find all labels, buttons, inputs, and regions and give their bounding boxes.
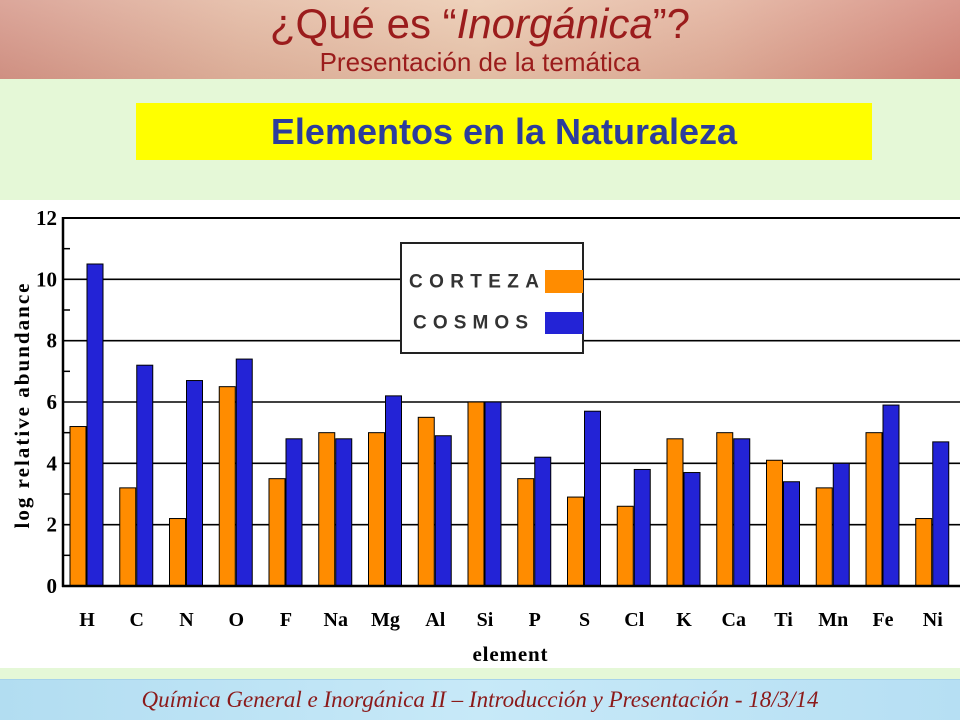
x-tick-label-si: Si bbox=[477, 609, 494, 631]
bar-k-cosmos bbox=[683, 472, 701, 587]
y-axis-title: log relative abundance bbox=[10, 284, 34, 529]
x-tick-label-ca: Ca bbox=[722, 609, 746, 631]
x-tick-label-s: S bbox=[579, 609, 590, 631]
bar-fe-corteza bbox=[865, 432, 883, 587]
bar-f-corteza bbox=[268, 478, 286, 587]
x-axis-title: element bbox=[473, 642, 548, 666]
x-tick-label-na: Na bbox=[324, 609, 348, 631]
y-tick-label: 12 bbox=[36, 206, 57, 230]
bar-na-cosmos bbox=[335, 438, 353, 587]
bar-mg-cosmos bbox=[385, 395, 402, 587]
legend-box bbox=[400, 242, 584, 354]
x-tick-label-n: N bbox=[179, 609, 194, 631]
bar-f-cosmos bbox=[285, 438, 303, 587]
bar-al-cosmos bbox=[434, 435, 452, 587]
y-tick-label: 8 bbox=[47, 329, 58, 353]
legend: CORTEZA COSMOS bbox=[400, 242, 584, 354]
legend-swatch-corteza bbox=[545, 270, 583, 293]
x-tick-label-o: O bbox=[228, 609, 244, 631]
bar-s-corteza bbox=[567, 496, 584, 587]
bar-cl-corteza bbox=[616, 505, 634, 587]
bar-ca-corteza bbox=[716, 432, 734, 587]
x-tick-labels: H C N O F Na Mg Al Si P S Cl K Ca Ti Mn Fe Ni bbox=[79, 609, 943, 631]
title-prefix: ¿Qué es “ bbox=[269, 0, 457, 47]
slide-title: ¿Qué es “Inorgánica”? bbox=[0, 0, 960, 48]
bar-si-corteza bbox=[467, 401, 485, 587]
x-tick-label-ni: Ni bbox=[923, 609, 943, 631]
y-tick-label: 2 bbox=[47, 513, 58, 537]
x-tick-label-h: H bbox=[79, 609, 95, 631]
bar-si-cosmos bbox=[484, 401, 502, 587]
bars bbox=[69, 263, 950, 587]
bar-ni-cosmos bbox=[932, 441, 950, 587]
y-tick-label: 0 bbox=[47, 574, 58, 598]
bar-cl-cosmos bbox=[633, 468, 651, 587]
x-tick-label-p: P bbox=[529, 609, 541, 631]
bar-ti-cosmos bbox=[783, 481, 800, 587]
bar-k-corteza bbox=[666, 438, 684, 587]
bar-c-cosmos bbox=[136, 364, 154, 587]
slide-subtitle: Presentación de la temática bbox=[319, 47, 641, 77]
bar-ti-corteza bbox=[766, 459, 783, 587]
bar-ni-corteza bbox=[915, 518, 933, 587]
bar-na-corteza bbox=[318, 432, 336, 587]
x-tick-label-mn: Mn bbox=[818, 609, 848, 631]
bar-o-corteza bbox=[218, 386, 236, 587]
bar-p-corteza bbox=[517, 478, 535, 587]
abundance-bar-chart: 0 2 4 6 8 10 12 H C N O F Na Mg Al Si P S Cl K Ca Ti Mn Fe Ni l… bbox=[0, 200, 960, 668]
title-header: ¿Qué es “Inorgánica”? Presentación de la… bbox=[0, 0, 960, 79]
bar-ca-cosmos bbox=[733, 438, 751, 587]
bar-mg-corteza bbox=[368, 432, 385, 587]
bar-s-cosmos bbox=[584, 410, 601, 587]
x-tick-label-cl: Cl bbox=[624, 609, 644, 631]
x-tick-label-c: C bbox=[130, 609, 144, 631]
bar-n-corteza bbox=[169, 518, 186, 587]
y-tick-labels: 0 2 4 6 8 10 12 bbox=[36, 206, 58, 598]
bar-h-cosmos bbox=[86, 263, 104, 587]
x-tick-label-f: F bbox=[280, 609, 292, 631]
x-tick-label-fe: Fe bbox=[872, 609, 893, 631]
x-tick-label-k: K bbox=[676, 609, 692, 631]
footer-text: Química General e Inorgánica II – Introd… bbox=[141, 687, 819, 712]
bar-al-corteza bbox=[417, 416, 435, 587]
bar-p-cosmos bbox=[534, 456, 552, 587]
x-tick-label-al: Al bbox=[425, 609, 445, 631]
x-tick-label-mg: Mg bbox=[371, 609, 400, 631]
bar-fe-cosmos bbox=[882, 404, 900, 587]
legend-swatch-cosmos bbox=[545, 312, 583, 334]
title-emphasis: Inorgánica bbox=[456, 0, 653, 47]
y-tick-label: 10 bbox=[36, 267, 57, 291]
chart-title-banner: Elementos en la Naturaleza bbox=[136, 103, 872, 160]
x-tick-label-ti: Ti bbox=[774, 609, 793, 631]
legend-label-corteza: CORTEZA bbox=[409, 272, 539, 293]
bar-c-corteza bbox=[119, 487, 137, 587]
bar-o-cosmos bbox=[235, 358, 253, 587]
title-suffix: ”? bbox=[652, 0, 691, 47]
bar-mn-corteza bbox=[815, 487, 833, 587]
y-tick-label: 6 bbox=[47, 390, 58, 414]
bar-n-cosmos bbox=[186, 380, 203, 587]
chart-title: Elementos en la Naturaleza bbox=[270, 111, 738, 152]
bar-h-corteza bbox=[69, 426, 87, 587]
bar-mn-cosmos bbox=[832, 462, 850, 587]
header-shading bbox=[0, 0, 960, 79]
y-tick-label: 4 bbox=[47, 451, 58, 475]
footer-bar: Química General e Inorgánica II – Introd… bbox=[0, 679, 960, 720]
